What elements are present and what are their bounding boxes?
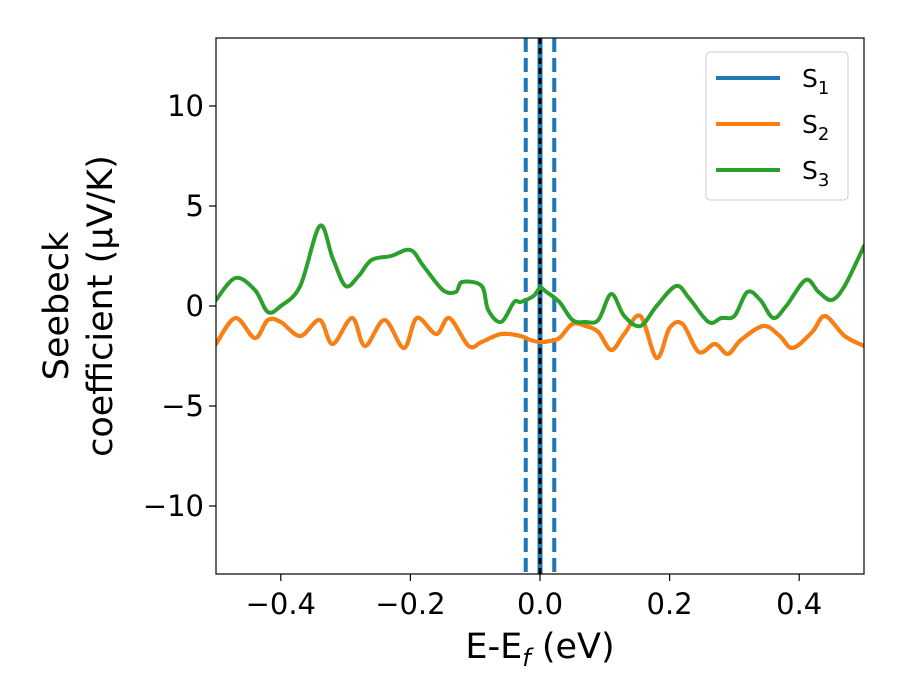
x-tick-label: 0.0: [517, 587, 563, 621]
x-tick-label: −0.2: [375, 587, 445, 621]
vertical-lines: [523, 38, 557, 574]
legend-label-s3: S3: [802, 156, 829, 191]
x-axis-title-tail: (eV): [531, 627, 615, 667]
y-tick-label: 5: [186, 189, 204, 223]
y-tick-label: −5: [161, 389, 204, 423]
y-axis-title: Seebeck coefficient (μV/K): [37, 155, 121, 457]
y-axis-title-line1: Seebeck: [37, 231, 77, 380]
legend-label-sub: 3: [818, 170, 829, 191]
series-line-s3: [216, 223, 864, 329]
y-axis-ticks: −10 −5 0 5 10: [143, 89, 216, 523]
y-tick-label: 10: [167, 89, 204, 123]
series-line-s2: [216, 313, 864, 361]
x-axis-ticks: −0.4 −0.2 0.0 0.2 0.4: [246, 574, 822, 621]
legend-label-s1: S1: [802, 64, 829, 99]
x-axis-title: E-Ef (eV): [465, 627, 614, 672]
legend-label-main: S: [802, 64, 818, 93]
legend-label-main: S: [802, 110, 818, 139]
x-tick-label: 0.4: [776, 587, 822, 621]
x-tick-label: −0.4: [246, 587, 316, 621]
x-axis-title-main: E-E: [465, 627, 522, 667]
y-tick-label: 0: [186, 289, 204, 323]
legend-label-s2: S2: [802, 110, 829, 145]
y-tick-label: −10: [143, 489, 204, 523]
series-lines: [216, 223, 864, 361]
y-axis-title-line2: coefficient (μV/K): [81, 155, 121, 457]
legend-label-sub: 1: [818, 78, 829, 99]
x-tick-label: 0.2: [647, 587, 693, 621]
legend-label-main: S: [802, 156, 818, 185]
legend-label-sub: 2: [818, 124, 829, 145]
